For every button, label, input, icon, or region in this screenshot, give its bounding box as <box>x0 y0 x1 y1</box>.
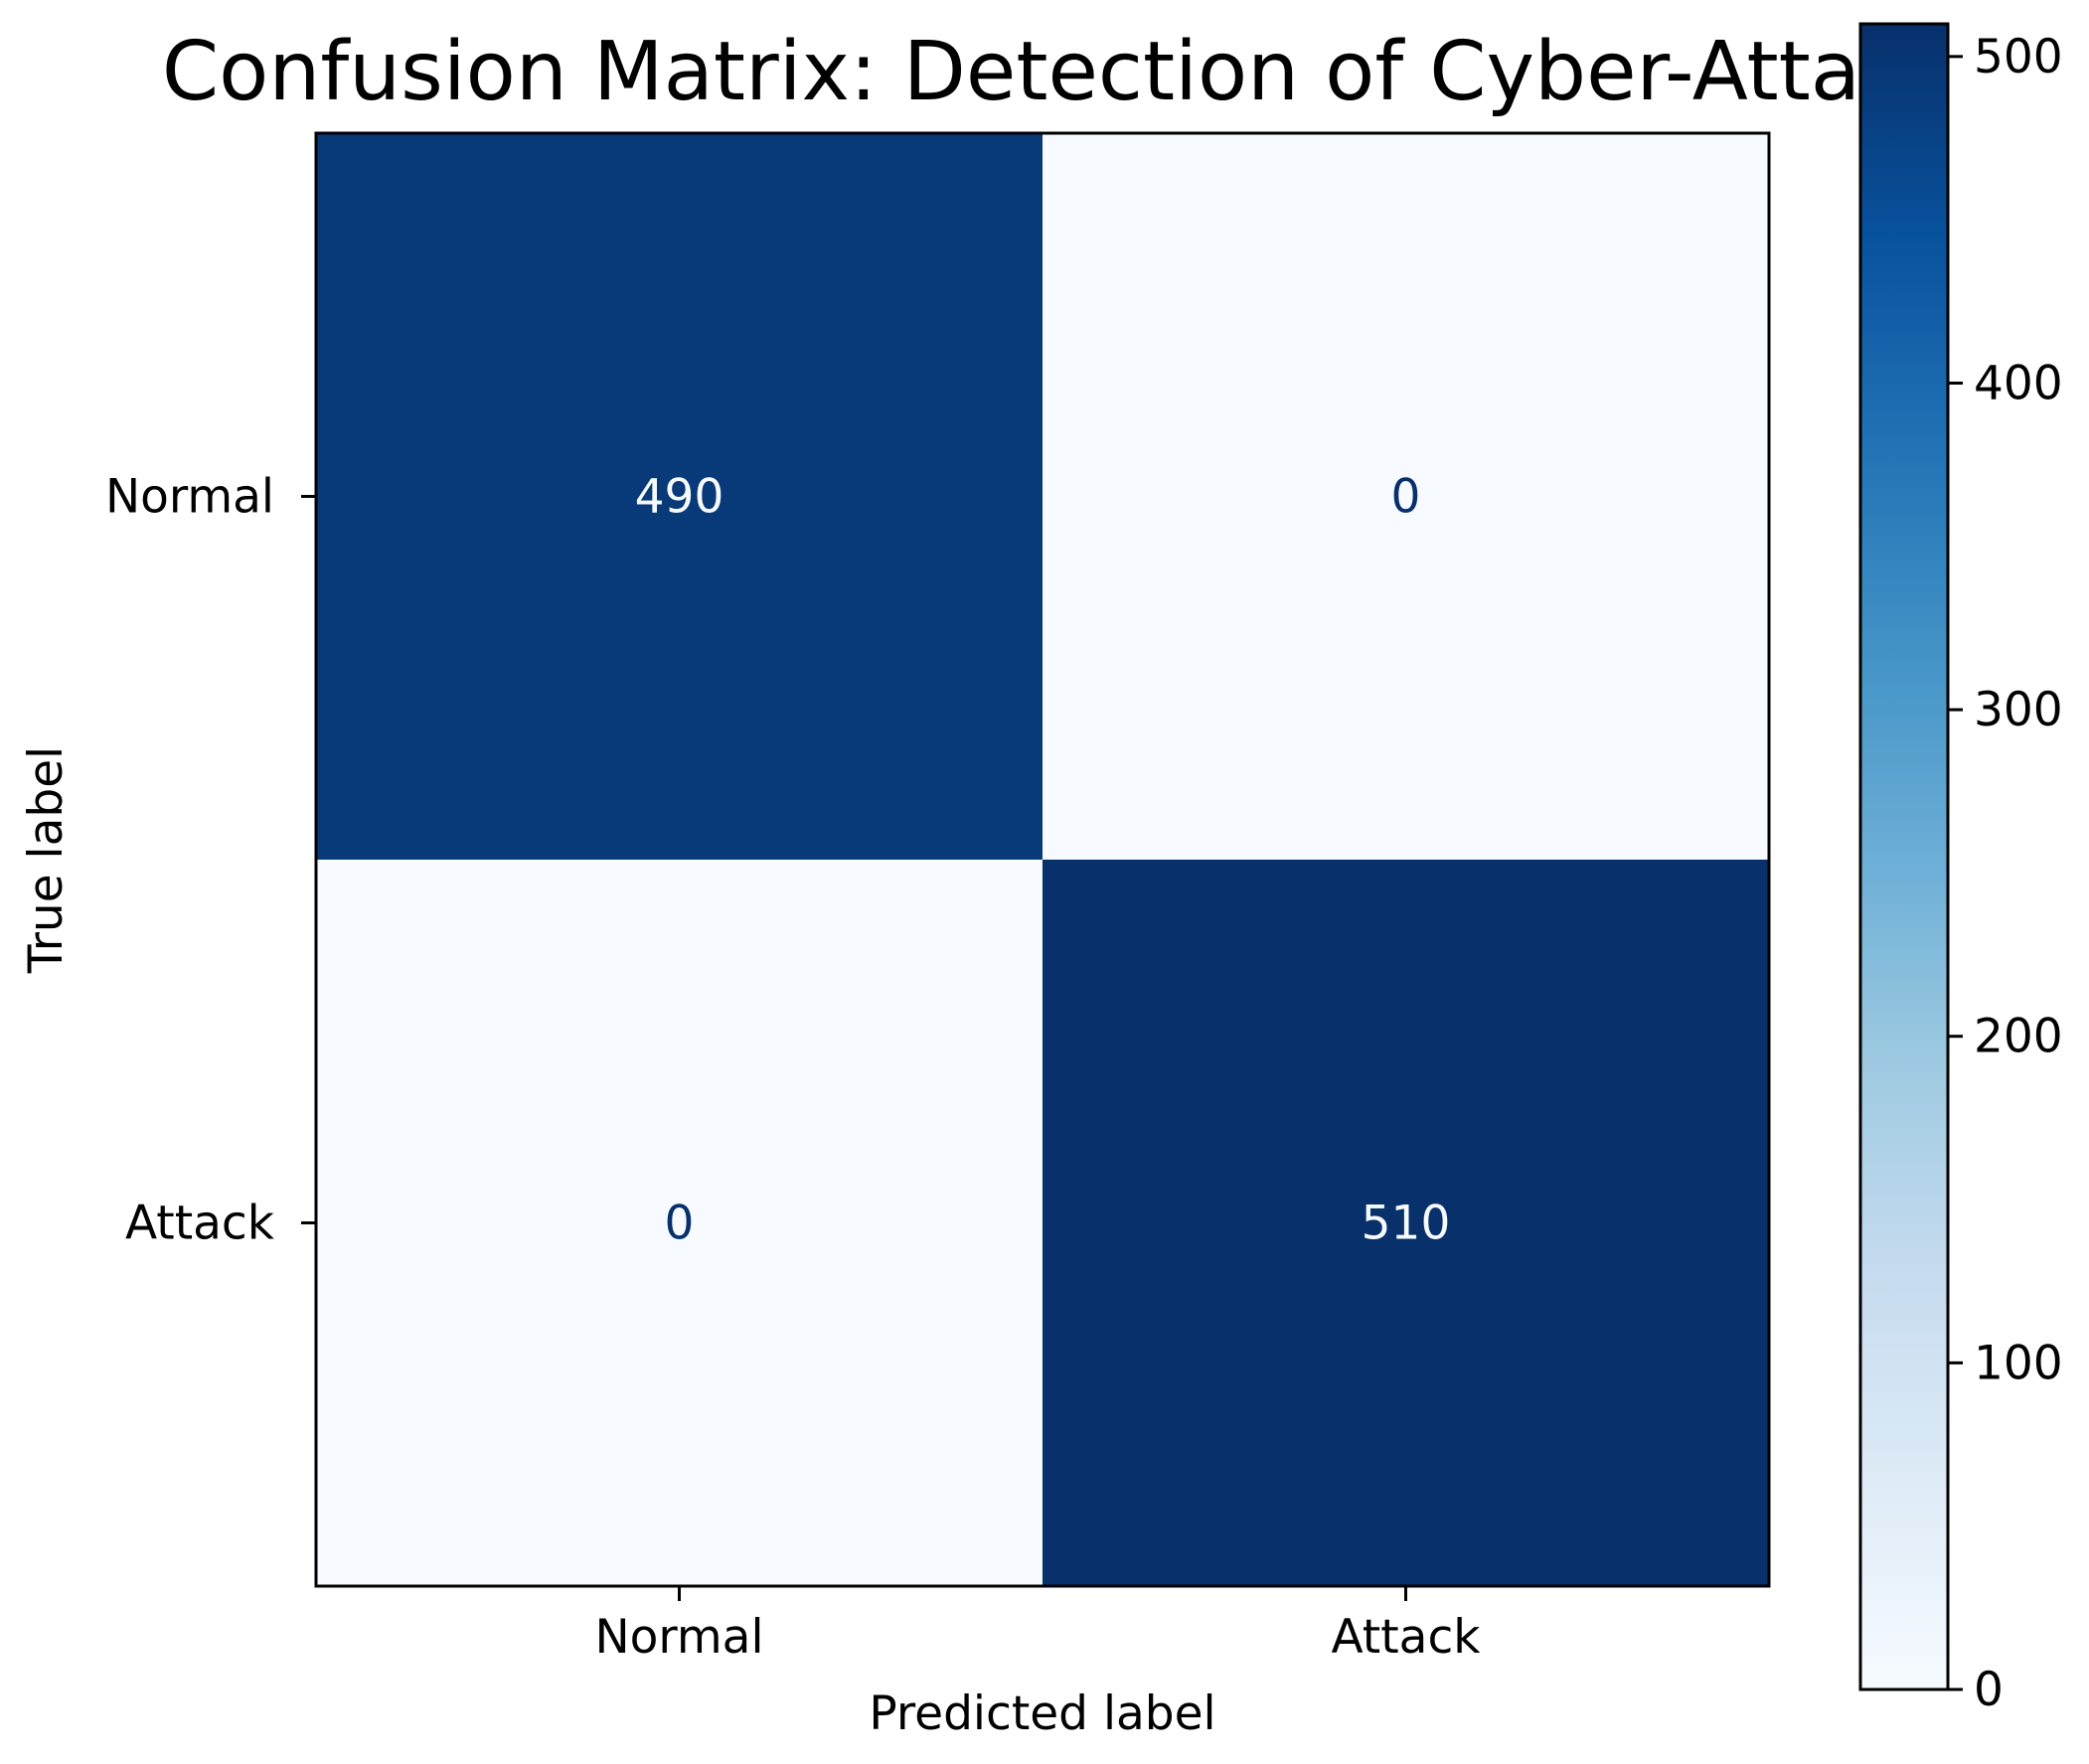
colorbar-tick-label: 300 <box>1974 683 2063 737</box>
cell-value-label: 490 <box>635 470 724 525</box>
plot-frame <box>314 131 1771 1588</box>
y-tick-label: Normal <box>105 470 274 525</box>
matrix-cell-normal-normal <box>316 133 1044 861</box>
colorbar-tick-label: 0 <box>1974 1663 2004 1717</box>
matrix-cell-labels: 490 0 0 510 <box>635 470 1451 1251</box>
y-tick-label: Attack <box>125 1197 275 1251</box>
y-axis-ticks: Normal Attack <box>105 470 316 1251</box>
x-axis-label: Predicted label <box>869 1686 1215 1741</box>
x-tick-label: Normal <box>594 1610 763 1665</box>
y-axis-label: True label <box>19 746 74 974</box>
x-tick-label: Attack <box>1331 1610 1481 1665</box>
matrix-cell-attack-attack <box>1043 860 1770 1587</box>
x-axis-ticks: Normal Attack <box>594 1586 1481 1665</box>
colorbar <box>1858 22 1950 1691</box>
matrix-cell-normal-attack <box>1043 133 1770 861</box>
colorbar-tick-label: 500 <box>1974 30 2063 84</box>
matrix-cells <box>316 133 1770 1587</box>
cell-value-label: 0 <box>1391 470 1421 525</box>
colorbar-tick-label: 400 <box>1974 356 2063 410</box>
chart-title: Confusion Matrix: Detection of Cyber-Att… <box>162 25 1905 119</box>
cell-value-label: 510 <box>1362 1197 1451 1251</box>
colorbar-tick-label: 100 <box>1974 1336 2063 1390</box>
cell-value-label: 0 <box>665 1197 695 1251</box>
colorbar-tick-label: 200 <box>1974 1010 2063 1064</box>
colorbar-ticks: 0 100 200 300 400 500 <box>1948 30 2063 1717</box>
matrix-cell-attack-normal <box>316 860 1044 1587</box>
